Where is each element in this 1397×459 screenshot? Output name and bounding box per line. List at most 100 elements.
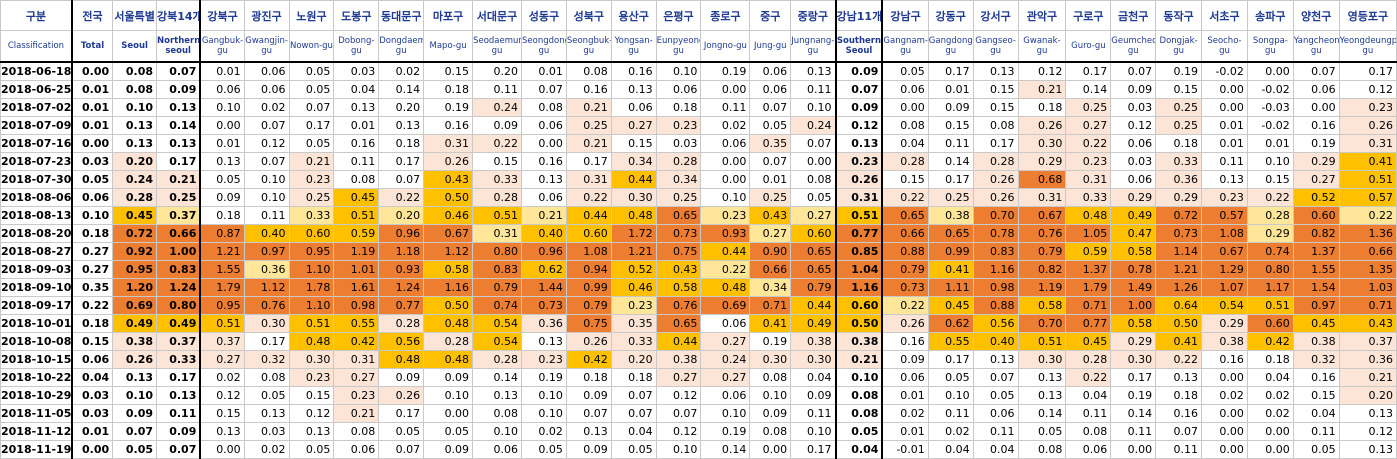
- table-cell: 1.78: [288, 278, 335, 297]
- table-cell: 0.07: [156, 440, 202, 459]
- column-header-en: Jungnang-gu: [790, 30, 837, 63]
- table-cell: 0.13: [112, 368, 157, 387]
- table-cell: 0.58: [1110, 314, 1157, 333]
- table-cell: 0.23: [288, 170, 335, 189]
- table-cell: 0.11: [790, 80, 837, 99]
- table-cell: 0.07: [156, 61, 202, 81]
- table-cell: 0.15: [1246, 170, 1294, 189]
- table-cell: 0.04: [1246, 368, 1294, 387]
- table-cell: 0.62: [521, 260, 567, 279]
- table-cell: 0.37: [199, 332, 245, 351]
- table-cell: 0.09: [565, 440, 612, 459]
- table-cell: 0.09: [835, 98, 884, 117]
- column-header-en: Dobong-gu: [333, 30, 380, 63]
- table-cell: 0.34: [655, 170, 702, 189]
- table-cell: 0.26: [112, 350, 157, 369]
- table-cell: 0.05: [881, 61, 929, 81]
- table-cell: 0.56: [972, 314, 1019, 333]
- table-cell: 0.75: [655, 242, 702, 261]
- table-cell: 0.33: [156, 350, 202, 369]
- table-cell: 0.59: [1065, 242, 1112, 261]
- column-header-en: Classification: [0, 30, 73, 63]
- column-header-en: Gangnam-gu: [881, 30, 929, 63]
- table-cell: 0.18: [71, 314, 114, 333]
- table-cell: 0.38: [835, 332, 884, 351]
- table-cell: 0.06: [1110, 170, 1157, 189]
- table-cell: 1.00: [1110, 296, 1157, 315]
- table-cell: 0.87: [199, 224, 245, 243]
- table-cell: 0.29: [1017, 152, 1067, 171]
- table-cell: 1.21: [610, 242, 657, 261]
- column-header-ko: 용산구: [610, 0, 657, 31]
- table-cell: 0.79: [790, 278, 837, 297]
- table-cell: 0.11: [243, 206, 290, 225]
- table-cell: 0.25: [655, 188, 702, 207]
- table-cell: 0.48: [700, 278, 751, 297]
- table-cell: 0.03: [71, 152, 114, 171]
- table-cell: 0.48: [423, 314, 474, 333]
- table-cell: 0.12: [288, 404, 335, 423]
- column-header-ko: 강동구: [927, 0, 974, 31]
- table-cell: 0.16: [333, 134, 380, 153]
- table-cell: 0.19: [700, 61, 751, 81]
- table-cell: 0.02: [881, 404, 929, 423]
- table-cell: 0.54: [472, 314, 522, 333]
- table-cell: 0.22: [71, 296, 114, 315]
- table-cell: 0.52: [1292, 188, 1340, 207]
- table-cell: 0.19: [749, 332, 792, 351]
- table-cell: 0.06: [243, 80, 290, 99]
- table-cell: 0.13: [156, 98, 202, 117]
- table-cell: 0.48: [1065, 206, 1112, 225]
- table-cell: 0.36: [1155, 170, 1203, 189]
- table-cell: 0.04: [71, 368, 114, 387]
- table-cell: 0.38: [112, 332, 157, 351]
- column-header-en: Northern seoul: [156, 30, 202, 63]
- table-cell: 0.07: [1110, 61, 1157, 81]
- table-cell: 0.23: [288, 368, 335, 387]
- table-cell: 0.05: [378, 422, 425, 441]
- table-cell: 0.71: [1338, 296, 1397, 315]
- table-cell: 0.16: [610, 61, 657, 81]
- table-cell: 0.09: [156, 422, 202, 441]
- table-cell: 0.00: [1201, 422, 1248, 441]
- table-cell: 1.24: [378, 278, 425, 297]
- table-cell: 0.22: [378, 188, 425, 207]
- table-cell: 0.02: [1246, 386, 1294, 405]
- table-cell: 0.17: [972, 134, 1019, 153]
- table-cell: 0.06: [881, 368, 929, 387]
- column-header-ko: 동작구: [1155, 0, 1203, 31]
- table-cell: 0.07: [835, 80, 884, 99]
- table-cell: 0.55: [927, 332, 974, 351]
- table-cell: 0.10: [790, 422, 837, 441]
- table-cell: 0.23: [700, 206, 751, 225]
- table-cell: 0.26: [1338, 116, 1397, 135]
- column-header-ko: 강남11개: [835, 0, 884, 31]
- table-cell: 0.07: [565, 404, 612, 423]
- table-cell: 0.20: [378, 206, 425, 225]
- table-cell: 1.55: [199, 260, 245, 279]
- table-cell: 0.17: [288, 116, 335, 135]
- table-cell: 1.79: [199, 278, 245, 297]
- table-cell: 0.06: [972, 404, 1019, 423]
- table-cell: 0.48: [610, 206, 657, 225]
- table-cell: 1.79: [1065, 278, 1112, 297]
- table-cell: 0.13: [472, 386, 522, 405]
- table-cell: 0.00: [71, 61, 114, 81]
- row-date: 2018-07-30: [0, 170, 73, 189]
- table-cell: 0.17: [243, 332, 290, 351]
- table-row: 2018-08-13 0.10 0.45 0.37 0.18 0.11 0.33 0.51 0.…: [0, 206, 1397, 225]
- table-cell: 0.59: [333, 224, 380, 243]
- table-cell: 0.15: [199, 404, 245, 423]
- table-cell: 0.14: [1110, 404, 1157, 423]
- table-cell: 0.00: [1292, 98, 1340, 117]
- table-cell: 0.18: [655, 98, 702, 117]
- table-cell: 0.06: [472, 440, 522, 459]
- table-cell: 0.44: [700, 242, 751, 261]
- table-cell: -0.01: [881, 440, 929, 459]
- row-date: 2018-09-10: [0, 278, 73, 297]
- column-header-ko: 중구: [749, 0, 792, 31]
- table-cell: 0.22: [472, 134, 522, 153]
- table-cell: 0.27: [71, 242, 114, 261]
- table-cell: 0.51: [835, 206, 884, 225]
- table-cell: 0.27: [700, 332, 751, 351]
